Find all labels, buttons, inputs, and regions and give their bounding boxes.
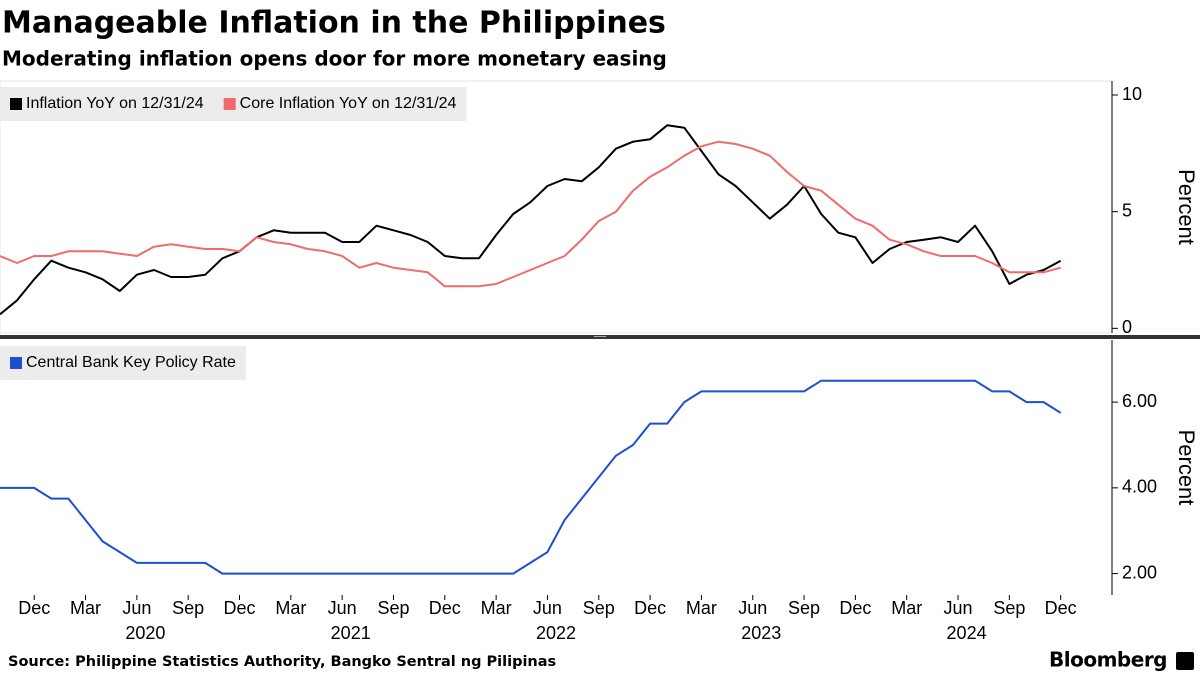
x-year-label: 2022 <box>536 623 576 643</box>
x-tick-label: Dec <box>634 598 666 618</box>
y-axis-label: Percent <box>1174 430 1199 506</box>
x-tick-label: Mar <box>481 598 512 618</box>
legend-swatch <box>10 357 22 369</box>
x-tick-label: Mar <box>70 598 101 618</box>
x-tick-label: Sep <box>993 598 1025 618</box>
x-tick-label: Dec <box>1045 598 1077 618</box>
legend-swatch <box>10 98 22 110</box>
data-line <box>0 124 1062 316</box>
y-tick-label: 2.00 <box>1122 562 1157 582</box>
x-tick-label: Dec <box>18 598 50 618</box>
legend-label: Central Bank Key Policy Rate <box>26 354 236 371</box>
x-year-label: 2023 <box>741 623 781 643</box>
legend-label: Inflation YoY on 12/31/24 <box>26 95 204 112</box>
x-year-label: 2020 <box>125 623 165 643</box>
data-line <box>0 140 1061 288</box>
x-tick-label: Dec <box>839 598 871 618</box>
x-tick-label: Dec <box>223 598 255 618</box>
y-tick-label: 4.00 <box>1122 477 1157 497</box>
brand-icon <box>1176 652 1194 670</box>
legend: Inflation YoY on 12/31/24 Core Inflation … <box>0 87 467 121</box>
x-tick-label: Mar <box>275 598 306 618</box>
y-tick-label: 0 <box>1122 317 1132 337</box>
x-tick-label: Sep <box>788 598 820 618</box>
y-tick-label: 10 <box>1122 84 1142 104</box>
x-tick-label: Mar <box>686 598 717 618</box>
x-tick-label: Jun <box>122 598 151 618</box>
x-tick-label: Sep <box>377 598 409 618</box>
x-tick-label: Jun <box>738 598 767 618</box>
x-tick-label: Jun <box>328 598 357 618</box>
legend-swatch <box>223 98 236 110</box>
x-tick-label: Jun <box>533 598 562 618</box>
x-tick-label: Jun <box>944 598 973 618</box>
divider-handle <box>594 336 606 337</box>
legend-background <box>0 346 246 380</box>
x-tick-label: Mar <box>891 598 922 618</box>
source-note: Source: Philippine Statistics Authority,… <box>8 654 556 670</box>
legend-label: Core Inflation YoY on 12/31/24 <box>240 95 457 112</box>
y-tick-label: 6.00 <box>1122 391 1157 411</box>
chart-title: Manageable Inflation in the Philippines <box>2 6 666 41</box>
y-tick-label: 5 <box>1122 200 1132 220</box>
brand-logo: Bloomberg <box>1049 648 1167 672</box>
x-year-label: 2021 <box>331 623 371 643</box>
legend: Central Bank Key Policy Rate <box>0 346 246 380</box>
chart-subtitle: Moderating inflation opens door for more… <box>2 47 667 71</box>
x-tick-label: Sep <box>583 598 615 618</box>
data-line <box>0 379 1062 575</box>
x-year-label: 2024 <box>947 623 987 643</box>
x-tick-label: Dec <box>429 598 461 618</box>
plot-area <box>0 80 1113 334</box>
x-tick-label: Sep <box>172 598 204 618</box>
y-axis-label: Percent <box>1174 169 1199 245</box>
